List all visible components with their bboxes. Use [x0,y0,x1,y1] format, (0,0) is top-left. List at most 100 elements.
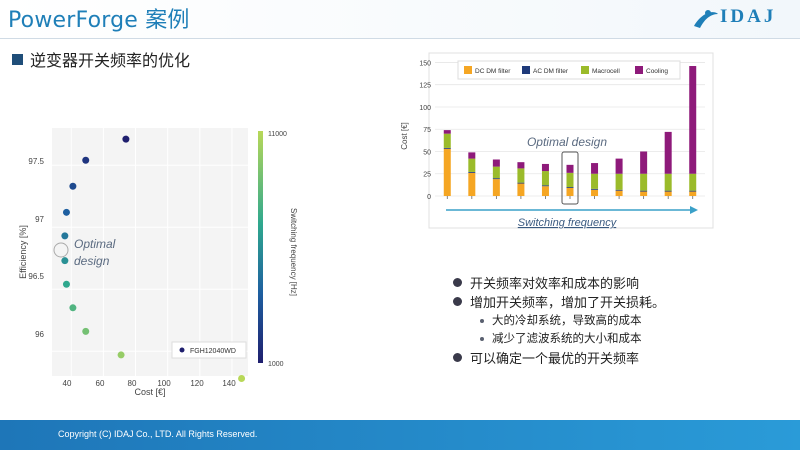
bar-segment-macrocell [664,173,672,191]
bar-segment-dc-dm-filter [566,187,574,196]
legend-swatch-ac-dm-filter [522,66,530,74]
bullet-item: 增加开关频率，增加了开关损耗。 [470,296,666,311]
bullet-dot-icon [453,297,462,306]
scatter-point [82,156,90,164]
legend-swatch-macrocell [581,66,589,74]
bar-segment-macrocell [591,173,599,189]
bar-ytick: 125 [419,83,431,90]
scatter-xtick: 100 [157,379,171,388]
scatter-legend-marker [179,347,185,353]
legend-label-dc-dm-filter: DC DM filter [475,68,511,75]
scatter-ytick: 96.5 [28,272,44,281]
bar-segment-macrocell [615,173,623,190]
bar-segment-dc-dm-filter [541,186,549,196]
scatter-point [122,135,130,143]
legend-swatch-cooling [635,66,643,74]
logo-dot-icon [705,10,711,16]
bar-segment-ac-dm-filter [443,147,451,149]
bar-segment-dc-dm-filter [640,191,648,196]
bullet-dot-icon [453,278,462,287]
scatter-point [61,232,69,240]
frequency-arrow-head-icon [690,206,698,214]
bar-segment-cooling [492,159,500,167]
bar-segment-ac-dm-filter [492,178,500,180]
bar-segment-ac-dm-filter [566,187,574,188]
bar-segment-ac-dm-filter [664,190,672,192]
bar-segment-dc-dm-filter [492,179,500,196]
bar-x-axis-label: Switching frequency [518,217,618,229]
footer-bar: Copyright (C) IDAJ Co., LTD. All Rights … [0,420,800,450]
bar-segment-cooling [468,152,476,159]
bar-segment-cooling [591,163,599,174]
switching-frequency-axis: Switching frequency [446,206,698,229]
scatter-point [238,374,246,382]
section-heading: 逆变器开关频率的优化 [30,51,191,70]
bar-segment-cooling [517,162,525,169]
bar-segment-cooling [664,131,672,174]
scatter-y-axis-label: Efficiency [%] [18,225,28,279]
bar-ytick: 100 [419,105,431,112]
scatter-ytick: 97 [35,215,44,224]
scatter-point [61,257,69,265]
bar-segment-ac-dm-filter [640,190,648,192]
bar-segment-dc-dm-filter [664,191,672,196]
scatter-legend-label: FGH12040WD [190,348,236,355]
bar-segment-macrocell [517,168,525,183]
bar-ytick: 25 [423,172,431,179]
scatter-point [62,280,70,288]
legend-label-cooling: Cooling [646,68,668,75]
scatter-xtick: 60 [96,379,105,388]
bar-segment-dc-dm-filter [689,191,697,196]
colorbar-max-label: 11000 [268,131,287,138]
scatter-ytick: 97.5 [28,157,44,166]
bar-segment-cooling [689,66,697,174]
optimal-design-box [561,151,579,205]
bar-segment-macrocell [492,166,500,179]
bar-segment-ac-dm-filter [689,190,697,192]
bar-segment-dc-dm-filter [468,172,476,196]
efficiency-cost-scatter-chart: Efficiency [%] Cost [€] 97.5 97 96.5 96 … [18,128,298,397]
sub-bullet-item: 减少了滤波系统的大小和成本 [492,331,642,345]
bar-ytick: 0 [427,194,431,201]
bar-segment-macrocell [566,172,574,188]
bar-segment-macrocell [640,173,648,191]
bar-segment-macrocell [541,171,549,186]
bar-annotation: Optimal design [527,135,607,149]
bar-segment-ac-dm-filter [468,171,476,173]
logo-text: IDAJ [720,6,777,27]
sub-bullet-dot-icon [480,319,484,323]
bar-segment-ac-dm-filter [517,182,525,184]
scatter-legend [171,341,247,359]
bullet-dot-icon [453,353,462,362]
scatter-point [69,182,77,190]
bar-y-axis-label: Cost [€] [400,122,409,150]
scatter-point [117,351,125,359]
scatter-xtick: 80 [128,379,137,388]
bar-segment-dc-dm-filter [517,183,525,196]
scatter-ytick: 96 [35,330,44,339]
section-bullet-icon [12,54,23,65]
slide-title: PowerForge 案例 [8,8,190,33]
scatter-annotation-line2: design [74,254,110,268]
scatter-annotation-line1: Optimal [74,237,116,251]
bar-segment-cooling [640,151,648,174]
bullet-item: 可以确定一个最优的开关频率 [470,352,640,367]
title-bar: PowerForge 案例 [0,0,800,38]
scatter-xtick: 40 [63,379,72,388]
bar-segment-dc-dm-filter [615,190,623,196]
bar-segment-ac-dm-filter [541,185,549,187]
scatter-point [62,208,70,216]
bar-segment-macrocell [443,133,451,148]
scatter-xtick: 140 [222,379,236,388]
scatter-point [82,327,90,335]
legend-label-macrocell: Macrocell [592,68,620,75]
bar-ytick: 50 [423,149,431,156]
sub-bullet-item: 大的冷却系统，导致高的成本 [492,313,642,327]
bar-segment-cooling [541,163,549,172]
colorbar-min-label: 1000 [268,361,284,368]
bullet-item: 开关频率对效率和成本的影响 [470,277,640,292]
bar-segment-ac-dm-filter [615,189,623,191]
bar-segment-cooling [615,158,623,174]
frequency-colorbar [258,131,263,363]
bar-segment-ac-dm-filter [591,188,599,190]
